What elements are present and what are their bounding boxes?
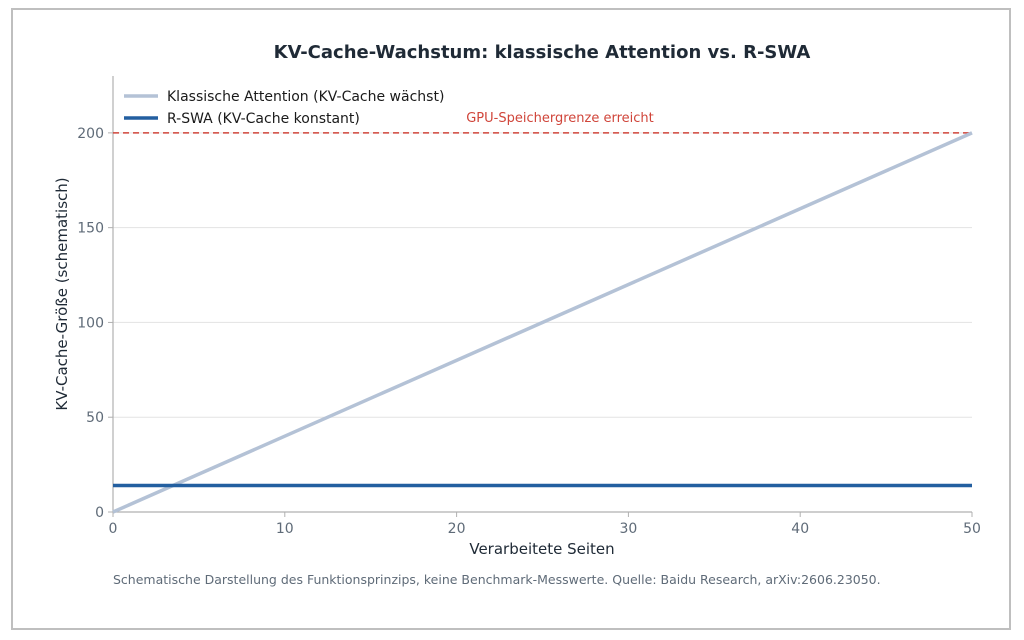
y-tick-label: 0 [95, 505, 104, 521]
y-axis-label: KV-Cache-Größe (schematisch) [53, 177, 71, 410]
series-group [112, 131, 973, 514]
x-tick-label: 30 [619, 521, 637, 537]
legend-label-1: Klassische Attention (KV-Cache wächst) [167, 89, 444, 105]
x-tick-label: 0 [109, 521, 118, 537]
x-tick-label: 50 [963, 521, 981, 537]
y-ticks: 0 50 100 150 200 [77, 126, 113, 521]
y-tick-label: 50 [86, 410, 104, 426]
y-tick-label: 100 [77, 315, 104, 331]
chart-frame [11, 8, 1011, 630]
x-axis-label: Verarbeitete Seiten [469, 540, 614, 558]
legend-label-2: R-SWA (KV-Cache konstant) [167, 111, 360, 127]
chart-caption: Schematische Darstellung des Funktionspr… [113, 572, 881, 587]
grid-lines [113, 132, 972, 418]
x-ticks: 0 10 20 30 40 50 [109, 512, 981, 537]
legend: Klassische Attention (KV-Cache wächst) R-… [124, 89, 444, 127]
y-tick-label: 150 [77, 221, 104, 237]
y-tick-label: 200 [77, 126, 104, 142]
axes [112, 76, 972, 513]
x-tick-label: 10 [276, 521, 294, 537]
chart-title: KV-Cache-Wachstum: klassische Attention … [274, 42, 811, 63]
gpu-memory-limit-label: GPU-Speichergrenze erreicht [466, 111, 654, 126]
x-tick-label: 20 [448, 521, 466, 537]
series-line-1 [112, 131, 973, 514]
x-tick-label: 40 [791, 521, 809, 537]
threshold-group: GPU-Speichergrenze erreicht [113, 111, 972, 134]
